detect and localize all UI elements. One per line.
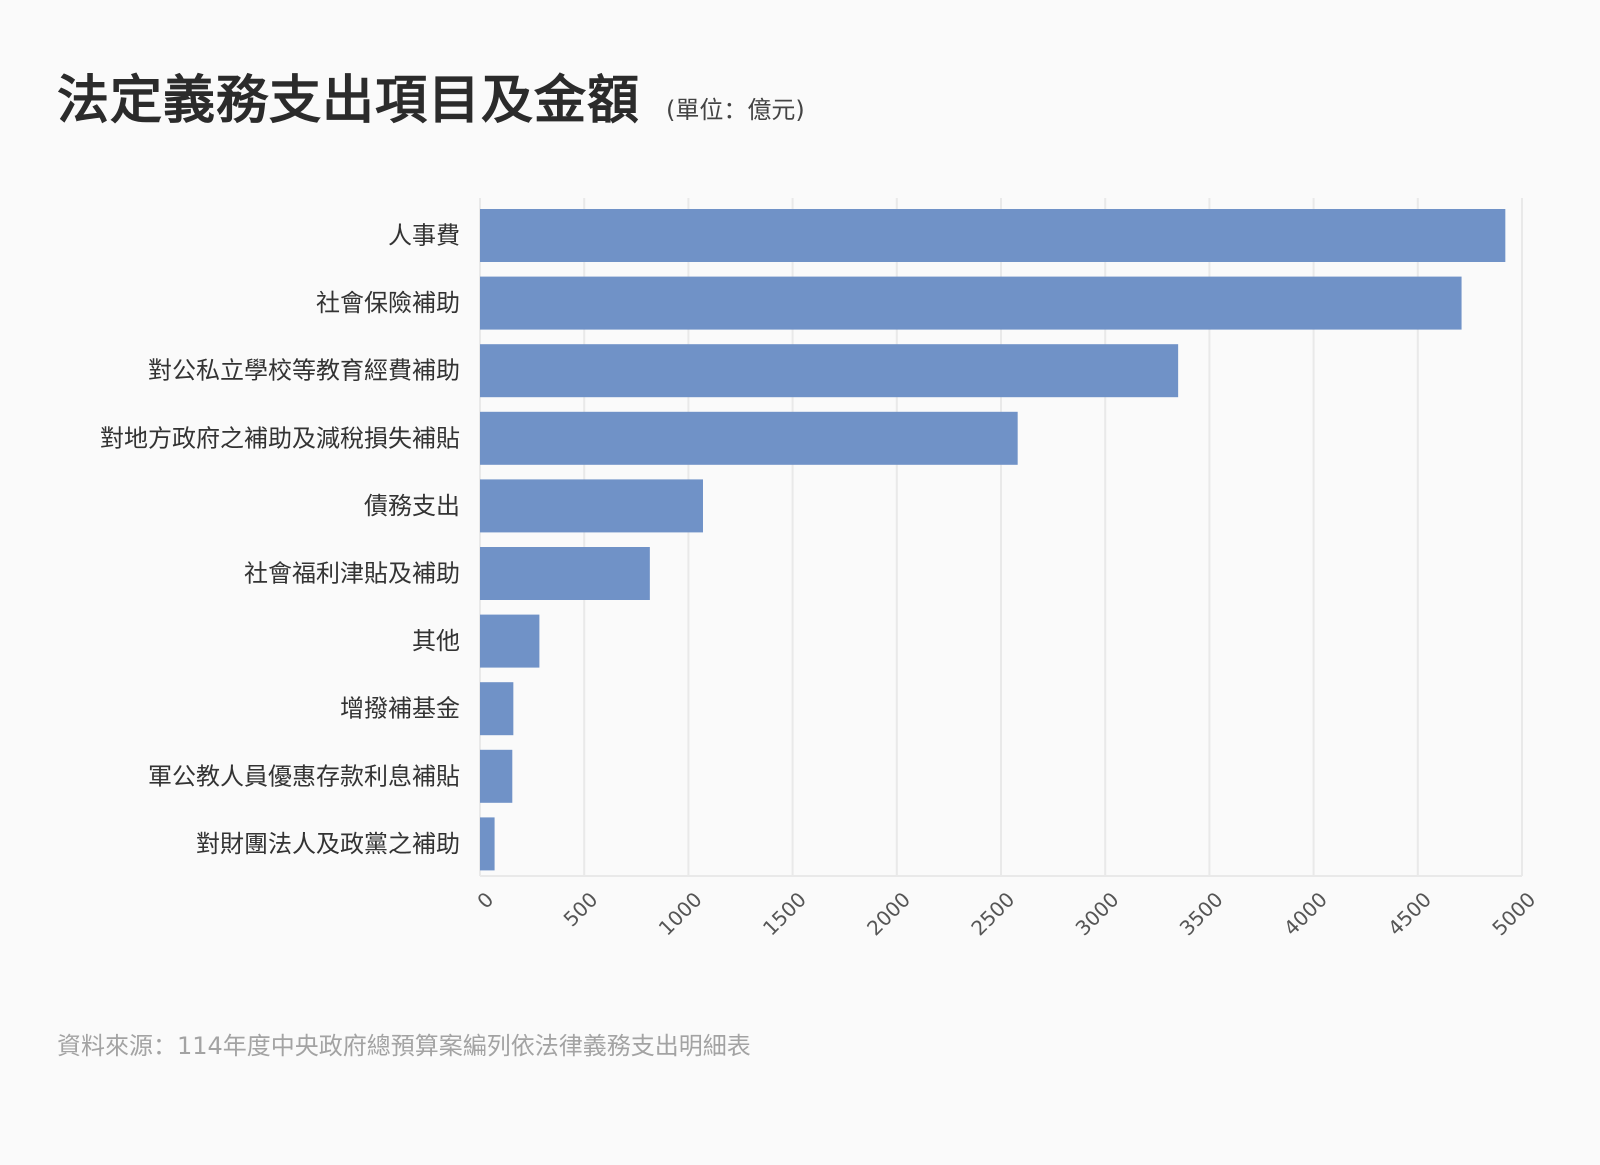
bars <box>480 209 1506 871</box>
bar <box>480 682 514 736</box>
x-tick-label: 500 <box>559 887 603 931</box>
x-tick-label: 0 <box>472 887 498 913</box>
title-row: 法定義務支出項目及金額 (單位：億元) <box>57 58 805 133</box>
bar <box>480 547 650 600</box>
chart-unit-label: (單位：億元) <box>666 96 805 124</box>
x-tick-label: 2000 <box>862 887 915 940</box>
category-label: 對公私立學校等教育經費補助 <box>148 357 460 385</box>
category-label: 其他 <box>412 627 460 655</box>
bar <box>480 749 513 803</box>
category-label: 社會福利津貼及補助 <box>244 560 460 588</box>
category-labels: 人事費社會保險補助對公私立學校等教育經費補助對地方政府之補助及減稅損失補貼債務支… <box>100 222 460 858</box>
bar <box>480 344 1179 398</box>
bar <box>480 209 1506 262</box>
bar <box>480 614 540 668</box>
x-tick-label: 3000 <box>1071 887 1124 940</box>
x-axis-ticks: 0 500 1000 1500 2000 2500 3000 3500 4000 4500 5000 <box>472 887 1540 940</box>
bar <box>480 479 703 533</box>
x-tick-label: 4500 <box>1383 887 1436 940</box>
chart-title: 法定義務支出項目及金額 <box>57 71 641 131</box>
bar <box>480 276 1462 330</box>
category-label: 對地方政府之補助及減稅損失補貼 <box>100 424 460 452</box>
x-tick-label: 5000 <box>1487 887 1540 940</box>
category-label: 增撥補基金 <box>340 695 460 723</box>
x-tick-label: 4000 <box>1279 887 1332 940</box>
x-tick-label: 2500 <box>966 887 1019 940</box>
x-tick-label: 3500 <box>1175 887 1228 940</box>
category-label: 人事費 <box>388 222 460 250</box>
category-label: 對財團法人及政黨之補助 <box>196 830 460 858</box>
x-tick-label: 1500 <box>758 887 811 940</box>
category-label: 軍公教人員優惠存款利息補貼 <box>148 762 460 790</box>
bar <box>480 411 1018 465</box>
x-tick-label: 1000 <box>654 887 707 940</box>
source-note: 資料來源：114年度中央政府總預算案編列依法律義務支出明細表 <box>57 1032 751 1060</box>
category-label: 社會保險補助 <box>316 289 460 317</box>
category-label: 債務支出 <box>364 492 460 520</box>
bar <box>480 817 495 871</box>
